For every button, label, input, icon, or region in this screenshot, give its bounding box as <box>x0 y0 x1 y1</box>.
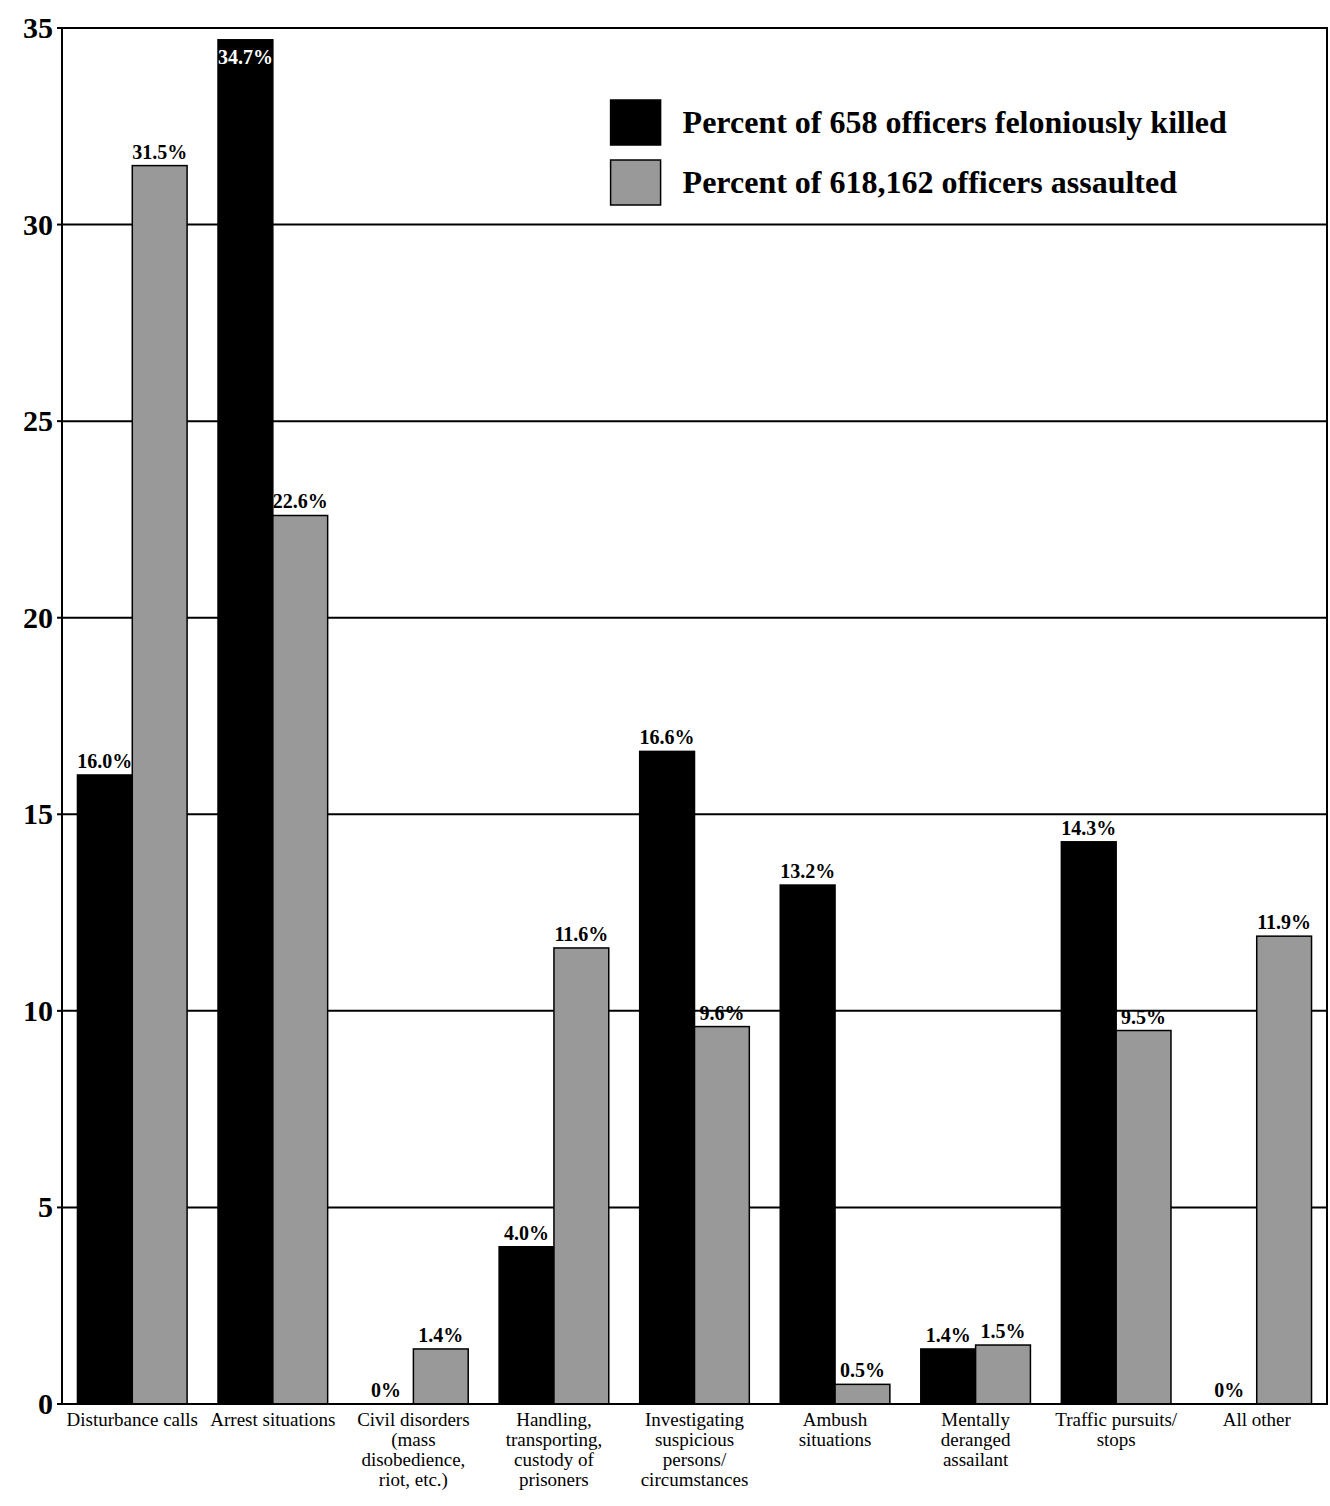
x-tick-label: All other <box>1223 1409 1292 1430</box>
data-label: 9.6% <box>699 1002 744 1024</box>
data-label: 31.5% <box>132 141 187 163</box>
legend-swatch <box>611 160 661 205</box>
chart: 0 5 10 15 20 25 30 35 16.0% 34.7% 0% 4.0% 16.6% 13.2%… <box>0 0 1330 1506</box>
bar <box>780 885 835 1404</box>
y-tick-label: 20 <box>23 601 53 634</box>
x-tick-label-line: Traffic pursuits/ <box>1055 1409 1178 1430</box>
bar <box>132 166 187 1404</box>
y-tick-label: 0 <box>38 1387 53 1420</box>
bar <box>1061 842 1116 1404</box>
data-label: 0% <box>371 1379 401 1401</box>
plot-frame <box>62 28 1327 1404</box>
bar <box>640 751 695 1404</box>
data-label: 16.0% <box>77 750 132 772</box>
data-label: 1.4% <box>418 1324 463 1346</box>
y-tick-label: 30 <box>23 208 53 241</box>
data-label: 11.6% <box>554 923 608 945</box>
x-tick-label-line: Civil disorders <box>357 1409 469 1430</box>
x-tick-label-line: persons/ <box>663 1449 727 1470</box>
bar <box>1116 1031 1171 1404</box>
bars <box>77 40 1311 1404</box>
data-labels: 16.0% 34.7% 0% 4.0% 16.6% 13.2% 1.4% 14.3% 0% 31.… <box>77 46 1311 1401</box>
x-tick-labels: Disturbance calls Arrest situations Civil … <box>67 1409 1292 1491</box>
legend-label: Percent of 658 officers feloniously kill… <box>683 104 1227 140</box>
x-tick-label: Mentallyderangedassailant <box>941 1409 1011 1470</box>
page: {"chart_data": { "type": "bar", "categor… <box>0 0 1330 1506</box>
x-tick-label: Investigatingsuspiciouspersons/circumsta… <box>641 1409 749 1490</box>
legend-swatch <box>611 100 661 145</box>
data-label: 1.5% <box>981 1320 1026 1342</box>
x-tick-label: Traffic pursuits/stops <box>1055 1409 1178 1450</box>
data-label: 13.2% <box>780 860 835 882</box>
x-tick-label: Arrest situations <box>210 1409 335 1430</box>
x-tick-label-line: All other <box>1223 1409 1292 1430</box>
bar <box>499 1247 554 1404</box>
x-tick-label-line: Investigating <box>645 1409 745 1430</box>
bar <box>1257 936 1312 1404</box>
bar <box>835 1384 890 1404</box>
data-label: 14.3% <box>1061 817 1116 839</box>
bar <box>554 948 609 1404</box>
y-tick-label: 5 <box>38 1190 53 1223</box>
x-tick-label-line: Mentally <box>941 1409 1010 1430</box>
x-tick-label-line: situations <box>799 1429 872 1450</box>
bar <box>273 515 328 1404</box>
data-label: 4.0% <box>504 1222 549 1244</box>
x-tick-label-line: deranged <box>941 1429 1011 1450</box>
x-tick-label-line: Ambush <box>803 1409 868 1430</box>
x-tick-label-line: custody of <box>514 1449 594 1470</box>
x-tick-label: Disturbance calls <box>67 1409 198 1430</box>
x-tick-label: Ambushsituations <box>799 1409 872 1450</box>
data-label: 22.6% <box>273 490 328 512</box>
data-label: 1.4% <box>926 1324 971 1346</box>
x-tick-label-line: Handling, <box>516 1409 591 1430</box>
x-tick-label-line: prisoners <box>519 1469 589 1490</box>
x-tick-label: Civil disorders(massdisobedience,riot, e… <box>357 1409 469 1491</box>
y-tick-label: 25 <box>23 404 53 437</box>
x-tick-label-line: disobedience, <box>361 1449 465 1470</box>
plot-background <box>62 28 1327 1404</box>
x-tick-label-line: Arrest situations <box>210 1409 335 1430</box>
x-tick-label-line: riot, etc.) <box>379 1469 448 1491</box>
y-tick-label: 15 <box>23 797 53 830</box>
data-label: 34.7% <box>218 46 273 68</box>
y-tick-labels: 0 5 10 15 20 25 30 35 <box>23 11 62 1420</box>
x-tick-label-line: circumstances <box>641 1469 749 1490</box>
bar <box>77 775 132 1404</box>
data-label: 16.6% <box>640 726 695 748</box>
x-tick-label-line: (mass <box>391 1429 435 1451</box>
x-tick-label: Handling,transporting,custody ofprisoner… <box>506 1409 603 1490</box>
legend-label: Percent of 618,162 officers assaulted <box>683 164 1178 200</box>
x-tick-label-line: assailant <box>943 1449 1009 1470</box>
x-tick-label-line: transporting, <box>506 1429 603 1450</box>
data-label: 0% <box>1214 1379 1244 1401</box>
y-tick-label: 10 <box>23 994 53 1027</box>
legend: Percent of 658 officers feloniously kill… <box>611 100 1227 205</box>
bar <box>413 1349 468 1404</box>
x-tick-label-line: suspicious <box>655 1429 734 1450</box>
bar <box>695 1027 750 1404</box>
data-label: 11.9% <box>1257 911 1311 933</box>
bar <box>218 40 273 1404</box>
bar <box>921 1349 976 1404</box>
data-label: 9.5% <box>1121 1006 1166 1028</box>
x-tick-label-line: Disturbance calls <box>67 1409 198 1430</box>
bar <box>976 1345 1031 1404</box>
x-tick-label-line: stops <box>1097 1429 1136 1450</box>
y-tick-label: 35 <box>23 11 53 44</box>
grid <box>62 28 1327 1404</box>
data-label: 0.5% <box>840 1359 885 1381</box>
